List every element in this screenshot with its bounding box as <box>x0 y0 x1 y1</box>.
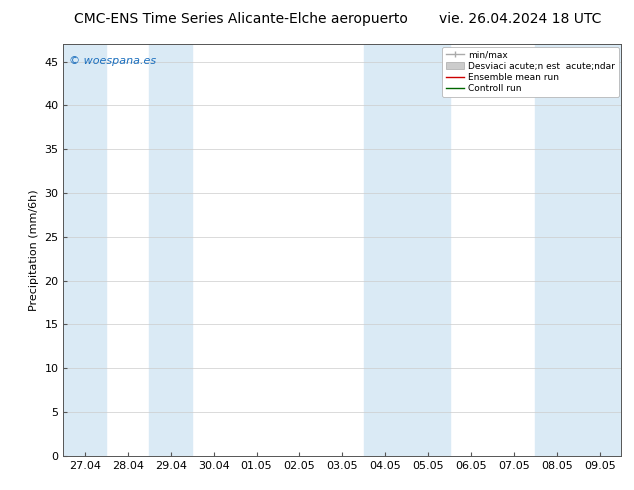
Legend: min/max, Desviaci acute;n est  acute;ndar, Ensemble mean run, Controll run: min/max, Desviaci acute;n est acute;ndar… <box>442 47 619 97</box>
Text: © woespana.es: © woespana.es <box>69 56 156 67</box>
Bar <box>63 44 107 456</box>
Bar <box>536 44 621 456</box>
Text: vie. 26.04.2024 18 UTC: vie. 26.04.2024 18 UTC <box>439 12 601 26</box>
Text: CMC-ENS Time Series Alicante-Elche aeropuerto: CMC-ENS Time Series Alicante-Elche aerop… <box>74 12 408 26</box>
Bar <box>364 44 450 456</box>
Y-axis label: Precipitation (mm/6h): Precipitation (mm/6h) <box>29 189 39 311</box>
Bar <box>149 44 192 456</box>
